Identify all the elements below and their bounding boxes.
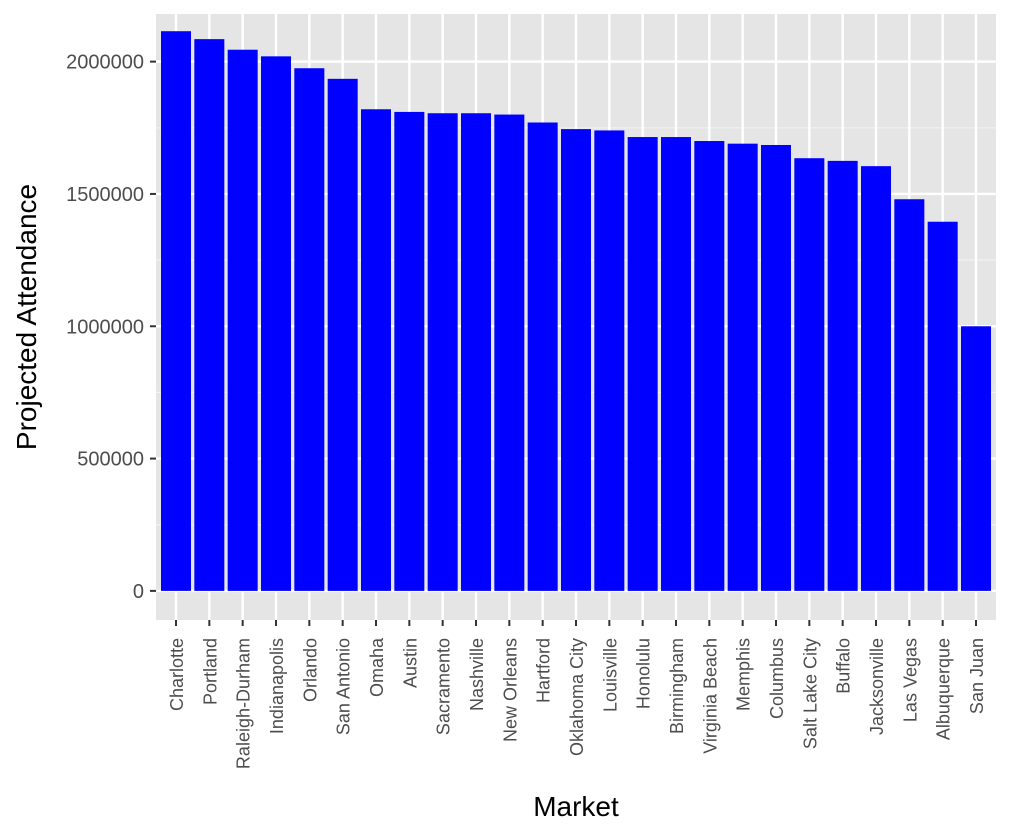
x-tick-label: Las Vegas	[900, 638, 920, 722]
x-tick-label: Birmingham	[667, 638, 687, 734]
x-tick-label: Nashville	[467, 638, 487, 711]
bar	[694, 141, 725, 591]
y-tick-label: 1500000	[66, 184, 144, 206]
x-tick-label: New Orleans	[500, 638, 520, 742]
x-tick-label: Albuquerque	[934, 638, 954, 740]
bar	[494, 114, 525, 591]
x-tick-label: Charlotte	[167, 638, 187, 711]
y-tick-label: 2000000	[66, 52, 144, 74]
x-tick-label: San Antonio	[334, 638, 354, 735]
bar	[427, 113, 458, 591]
x-tick-label: Oklahoma City	[567, 638, 587, 756]
bar	[261, 56, 291, 591]
bar	[461, 113, 491, 591]
x-tick-label: Memphis	[734, 638, 754, 711]
bar	[861, 166, 891, 591]
x-tick-label: San Juan	[967, 638, 987, 714]
y-tick-label: 500000	[77, 449, 144, 471]
x-axis: Charlotte Portland Raleigh-Durham Indianapo…	[167, 620, 987, 769]
x-tick-label: Hartford	[534, 638, 554, 703]
y-axis-title: Projected Attendance	[11, 184, 42, 450]
x-tick-label: Sacramento	[434, 638, 454, 735]
y-axis: 0 500000 1000000 1500000 2000000	[66, 52, 156, 603]
x-tick-label: Honolulu	[634, 638, 654, 709]
bar	[827, 160, 858, 591]
bar	[594, 130, 625, 591]
bar	[394, 111, 425, 591]
bar	[227, 49, 258, 591]
bar	[294, 68, 325, 591]
bar	[627, 137, 658, 591]
bar	[527, 122, 558, 591]
bar	[327, 78, 358, 591]
x-axis-title: Market	[533, 791, 619, 822]
bars	[161, 31, 991, 591]
x-tick-label: Raleigh-Durham	[234, 638, 254, 769]
bar	[961, 326, 991, 591]
x-tick-label: Buffalo	[834, 638, 854, 694]
x-tick-label: Salt Lake City	[800, 638, 820, 749]
x-tick-label: Orlando	[300, 638, 320, 702]
bar	[794, 158, 825, 591]
x-tick-label: Indianapolis	[267, 638, 287, 734]
bar	[894, 199, 925, 591]
x-tick-label: Louisville	[600, 638, 620, 712]
bar	[761, 144, 791, 591]
x-tick-label: Jacksonville	[867, 638, 887, 735]
bar	[161, 31, 191, 591]
bar	[361, 109, 391, 591]
bar	[661, 137, 691, 591]
bar	[561, 129, 591, 591]
x-tick-label: Columbus	[767, 638, 787, 719]
x-tick-label: Omaha	[367, 637, 387, 697]
x-tick-label: Portland	[200, 638, 220, 705]
bar	[727, 143, 758, 591]
x-tick-label: Austin	[400, 638, 420, 688]
bar	[194, 39, 225, 591]
x-tick-label: Virginia Beach	[700, 638, 720, 754]
bar	[927, 221, 958, 591]
y-tick-label: 0	[133, 581, 144, 603]
y-tick-label: 1000000	[66, 316, 144, 338]
